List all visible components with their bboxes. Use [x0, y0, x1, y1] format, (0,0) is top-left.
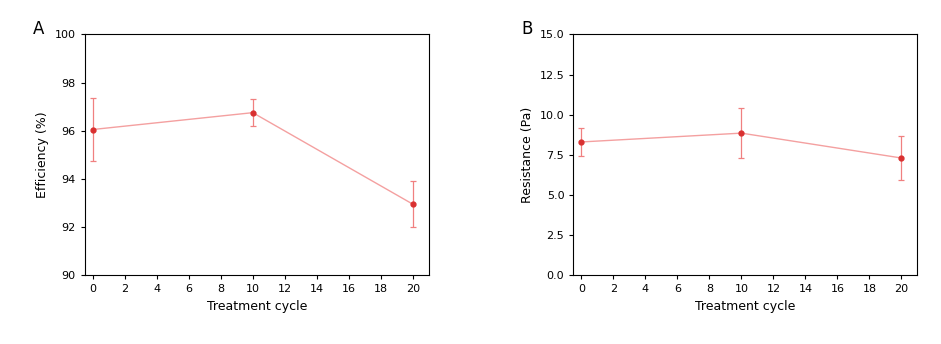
- Text: A: A: [33, 20, 44, 38]
- Y-axis label: Efficiency (%): Efficiency (%): [36, 111, 49, 198]
- X-axis label: Treatment cycle: Treatment cycle: [695, 300, 795, 313]
- X-axis label: Treatment cycle: Treatment cycle: [207, 300, 307, 313]
- Y-axis label: Resistance (Pa): Resistance (Pa): [521, 107, 534, 203]
- Text: B: B: [521, 20, 534, 38]
